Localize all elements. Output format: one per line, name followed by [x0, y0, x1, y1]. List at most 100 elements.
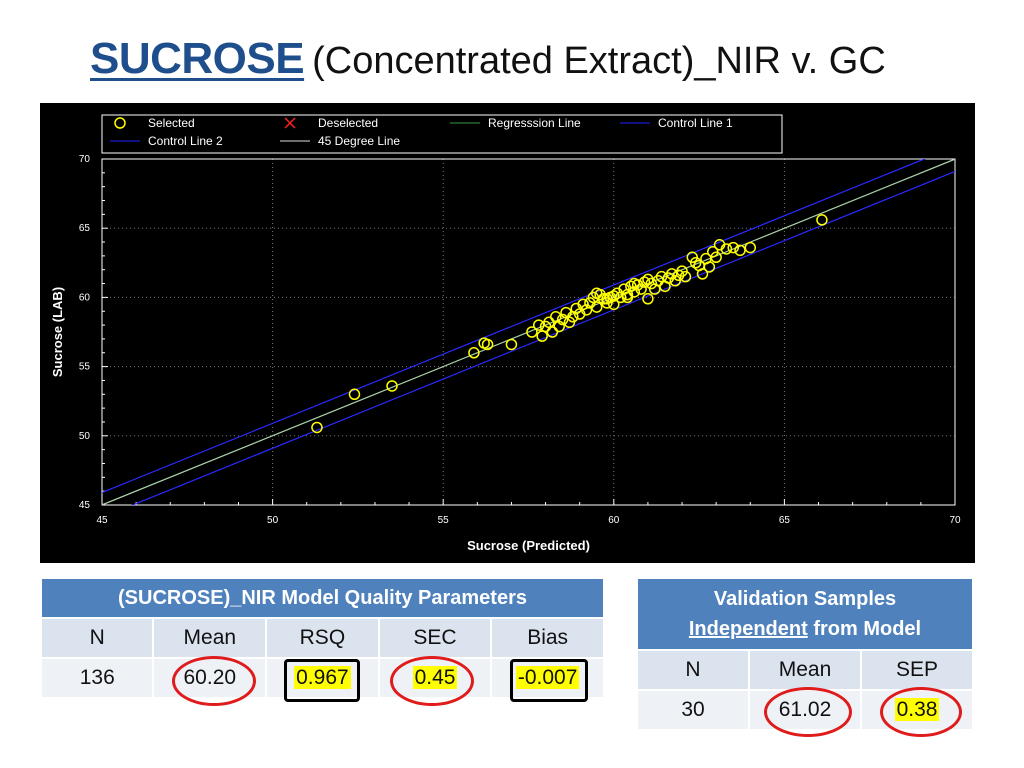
data-point [816, 214, 828, 226]
data-point [481, 338, 494, 351]
data-point [686, 251, 699, 264]
data-point [601, 297, 613, 309]
val-mean-circle-annotation [764, 687, 852, 737]
data-point [710, 251, 722, 264]
y-tick-label: 70 [79, 154, 91, 165]
col-header-rsq: RSQ [265, 617, 380, 659]
col-header-sec: SEC [377, 617, 493, 659]
data-point [689, 257, 702, 269]
data-point [727, 241, 739, 254]
data-point [543, 316, 555, 329]
slide-title: SUCROSE (Concentrated Extract)_NIR v. GC [90, 34, 886, 94]
validation-header: Validation Samples Independent from Mode… [636, 577, 974, 651]
legend-label: Deselected [318, 116, 378, 130]
data-point [311, 421, 323, 434]
legend-label: Selected [148, 116, 195, 130]
col-header-bias: Bias [490, 617, 605, 659]
data-point [348, 388, 361, 401]
sec-circle-annotation [390, 656, 474, 706]
data-point [676, 265, 688, 277]
legend-marker-circle [114, 117, 126, 129]
x-tick-label: 65 [779, 515, 791, 526]
legend-label: Regresssion Line [488, 116, 581, 130]
data-point [590, 287, 603, 299]
plot-area-border [101, 158, 956, 506]
x-tick-label: 55 [438, 515, 450, 526]
mean-circle-annotation [172, 656, 256, 706]
data-point [635, 283, 647, 295]
col-header-n: N [39, 617, 155, 659]
value-n: 136 [39, 657, 155, 699]
data-point [563, 316, 576, 329]
data-point [601, 293, 613, 305]
data-point [526, 326, 538, 338]
y-tick-label: 60 [79, 292, 91, 303]
data-point [655, 270, 668, 283]
data-point [703, 261, 716, 273]
val-col-header-mean: Mean [748, 649, 862, 691]
control-line-1 [102, 159, 926, 494]
validation-header-line2: Independent from Model [638, 614, 972, 644]
data-point [625, 280, 637, 293]
data-point [744, 241, 757, 254]
data-point [546, 326, 559, 338]
chart-svg: 45 50 55 60 65 70 45 50 55 60 65 70 Sucrose (Predict… [50, 114, 961, 553]
data-point [621, 291, 634, 304]
model-quality-header: (SUCROSE)_NIR Model Quality Parameters [40, 577, 605, 619]
val-value-n: 30 [636, 689, 750, 731]
data-point [720, 243, 733, 255]
data-point [386, 380, 398, 392]
data-point [628, 277, 641, 290]
data-point [580, 304, 593, 316]
legend-box [101, 114, 783, 154]
rsq-box-annotation [284, 659, 360, 702]
y-axis-label: Sucrose (LAB) [50, 287, 65, 377]
data-point [628, 286, 641, 298]
value-rsq: 0.967 [294, 666, 351, 689]
bias-box-annotation [510, 659, 588, 702]
data-point [666, 268, 678, 280]
validation-header-rest: from Model [807, 618, 922, 640]
legend-marker-x [284, 117, 296, 129]
data-point [553, 320, 565, 333]
control-line-2 [131, 170, 955, 505]
data-point [577, 298, 589, 311]
validation-header-line1: Validation Samples [713, 588, 897, 610]
x-tick-label: 50 [267, 515, 279, 526]
y-tick-label: 55 [79, 362, 91, 373]
data-point [532, 319, 545, 331]
title-subtitle: (Concentrated Extract)_NIR v. GC [312, 40, 886, 82]
data-point [734, 244, 746, 257]
scatter-chart: 45 50 55 60 65 70 45 50 55 60 65 70 Sucrose (Predict… [40, 103, 975, 563]
legend-label: Control Line 1 [658, 116, 733, 130]
data-point [468, 347, 480, 359]
data-point [642, 293, 654, 305]
data-point [679, 270, 692, 283]
data-point [536, 330, 548, 342]
data-point [608, 298, 620, 311]
value-bias: -0.007 [515, 666, 580, 689]
y-tick-label: 45 [79, 500, 91, 511]
val-col-header-sep: SEP [860, 649, 974, 691]
y-tick-label: 65 [79, 223, 91, 234]
title-main: SUCROSE [90, 34, 305, 83]
data-point [608, 290, 620, 302]
sep-circle-annotation [880, 687, 962, 737]
data-point [505, 338, 518, 351]
data-point [642, 273, 654, 286]
regression-line [102, 159, 955, 505]
val-col-header-n: N [636, 649, 750, 691]
data-point [669, 275, 681, 287]
x-tick-label: 45 [96, 515, 108, 526]
validation-header-underlined: Independent [688, 618, 808, 640]
y-tick-label: 50 [79, 431, 91, 442]
x-tick-label: 70 [949, 515, 961, 526]
data-point [550, 311, 562, 323]
data-point [696, 268, 709, 280]
x-axis-label: Sucrose (Predicted) [467, 538, 590, 553]
x-tick-label: 60 [608, 515, 620, 526]
data-point [590, 301, 603, 313]
legend-label: Control Line 2 [148, 134, 223, 148]
data-point [556, 313, 569, 326]
col-header-mean: Mean [152, 617, 268, 659]
